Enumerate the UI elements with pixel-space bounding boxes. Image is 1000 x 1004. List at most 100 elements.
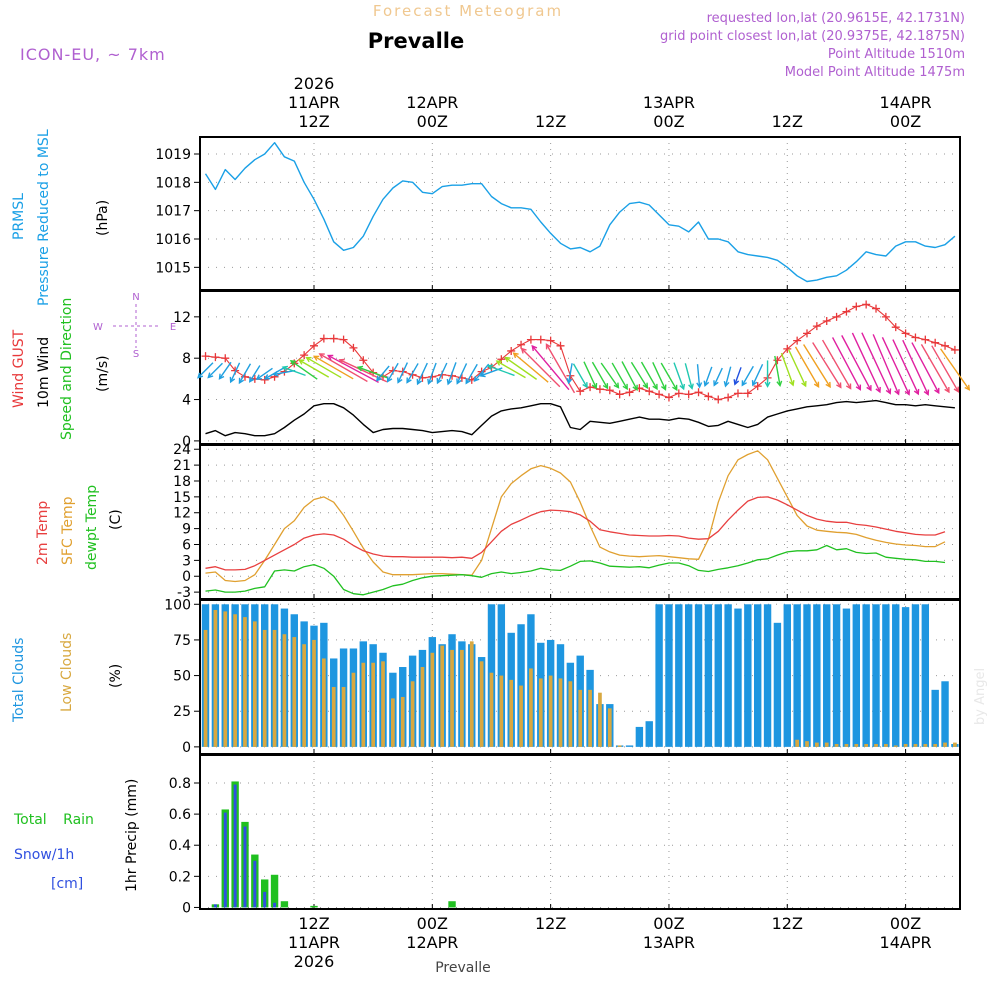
wind-arrow-shaft <box>218 361 232 380</box>
credit-watermark: by Angel <box>973 668 988 725</box>
wind-ytick-label: 4 <box>182 393 191 409</box>
wind-arrow <box>821 339 852 390</box>
wind-arrow <box>600 362 620 389</box>
wind-arrow-shaft <box>673 362 685 390</box>
wind-arrow-shaft <box>920 344 950 393</box>
wind-arrow <box>640 361 658 391</box>
wind-arrow-shaft <box>357 366 389 379</box>
low-cloud-bar <box>489 672 494 747</box>
wind-arrow-head <box>613 382 620 389</box>
low-cloud-bar <box>341 686 346 747</box>
total-cloud-bar <box>655 604 663 747</box>
plot-layer: 1015101610171018101904812-30369121518212… <box>155 74 971 971</box>
low-cloud-bar <box>262 629 267 747</box>
wind-arrow-head <box>813 381 820 388</box>
wind-arrow-shaft <box>505 357 538 380</box>
wind-arrow-shaft <box>306 356 342 379</box>
wind-arrow-shaft <box>652 362 667 390</box>
low-cloud-bar <box>923 744 928 747</box>
low-cloud-bar <box>272 629 277 747</box>
precip-ytick-label: 0.2 <box>169 869 191 885</box>
wind-gust-marker <box>359 356 368 365</box>
wind-arrow <box>713 367 723 387</box>
wind-arrow-shaft <box>327 354 379 383</box>
low-cloud-bar <box>933 744 938 747</box>
bottom-time-label: 2026 <box>294 952 335 971</box>
wind-gust-marker <box>901 329 910 338</box>
low-cloud-bar <box>430 652 435 747</box>
wind-arrow-head <box>944 386 950 394</box>
model-point-altitude: Model Point Altitude 1475m <box>785 65 965 80</box>
low-cloud-bar <box>410 681 415 747</box>
pressure-frame <box>199 136 961 291</box>
low-cloud-bar <box>213 609 218 747</box>
wind-arrow-shaft <box>387 362 399 382</box>
wind-arrow <box>406 363 419 384</box>
temperature-ytick-label: -3 <box>177 585 191 601</box>
wind-arrow <box>902 339 930 396</box>
wind-arrow-shaft <box>931 345 959 392</box>
wind-gust-marker <box>881 312 890 321</box>
wind-arrow-shaft <box>256 367 273 380</box>
wind-gust-marker <box>664 393 673 402</box>
compass-w: W <box>93 322 103 333</box>
low-cloud-bar <box>460 649 464 747</box>
wind-arrow-head <box>479 371 486 378</box>
wind-arrow-head <box>923 389 930 396</box>
low-cloud-bar <box>864 744 869 747</box>
wind-arrow-shaft <box>376 365 390 382</box>
wind-arrow-shaft <box>911 342 940 394</box>
wind-arrow-head <box>263 374 271 380</box>
wind-arrow-head <box>197 372 204 379</box>
bottom-time-label: 12Z <box>772 914 803 933</box>
model-label: ICON-EU, ~ 7km <box>20 45 166 64</box>
low-cloud-bar <box>243 617 247 747</box>
wind-arrow <box>630 361 649 389</box>
wind-arrow-shaft <box>282 366 306 377</box>
bottom-time-label: 12APR <box>406 933 458 952</box>
wind-arrow-shaft <box>861 332 891 394</box>
wind-gust-marker <box>576 387 585 396</box>
wind-gust-marker <box>300 351 309 360</box>
temperature-ytick-label: 0 <box>182 569 191 585</box>
temp-side-labels: 2m Temp SFC Temp dewpt Temp (C) <box>35 485 124 570</box>
wind-arrow-shaft <box>436 362 448 384</box>
clouds-ytick-label: 75 <box>173 633 191 649</box>
temperature-ytick-label: 9 <box>182 522 191 538</box>
wind-gust-marker <box>339 335 348 344</box>
pressure-line <box>204 141 956 283</box>
wind-arrow-head <box>679 383 686 391</box>
total-cloud-bar <box>675 604 683 747</box>
compass-rose-icon: N W E S <box>93 292 176 360</box>
wind-arrow-shaft <box>487 365 515 377</box>
top-time-label: 12APR <box>406 93 458 112</box>
precip-label-rain: Total Rain <box>13 812 94 828</box>
precip-frame <box>199 754 961 910</box>
compass-e: E <box>170 322 176 333</box>
wind-arrow <box>305 356 342 379</box>
wind-arrow-shaft <box>713 367 723 386</box>
low-cloud-bar <box>469 641 474 747</box>
wind-arrow-shaft <box>872 334 900 395</box>
pressure-panel: 1015 1016 1017 1018 1019 <box>155 136 961 291</box>
wind-arrow <box>861 332 892 395</box>
wind-arrow-shaft <box>238 363 252 384</box>
wind-arrow <box>572 363 588 389</box>
wind-ytick-label: 0 <box>182 434 191 450</box>
wind-arrow-shaft <box>456 363 468 384</box>
cloud-unit: (%) <box>108 664 124 688</box>
top-time-label: 11APR <box>288 93 340 112</box>
wind-gust-marker <box>891 323 900 332</box>
wind-arrow-shaft <box>290 360 318 380</box>
wind-arrow-head <box>904 389 911 396</box>
wind-arrow-head <box>934 387 940 395</box>
low-cloud-bar <box>913 744 918 747</box>
top-time-label: 14APR <box>880 93 932 112</box>
wind-speed-line <box>205 399 955 437</box>
wind-arrow-shaft <box>447 362 457 385</box>
wind-arrow <box>794 346 820 388</box>
low-cloud-bar <box>519 685 523 747</box>
wind-arrow <box>780 352 795 387</box>
wind-arrow <box>356 365 389 379</box>
low-cloud-bar <box>331 686 336 747</box>
